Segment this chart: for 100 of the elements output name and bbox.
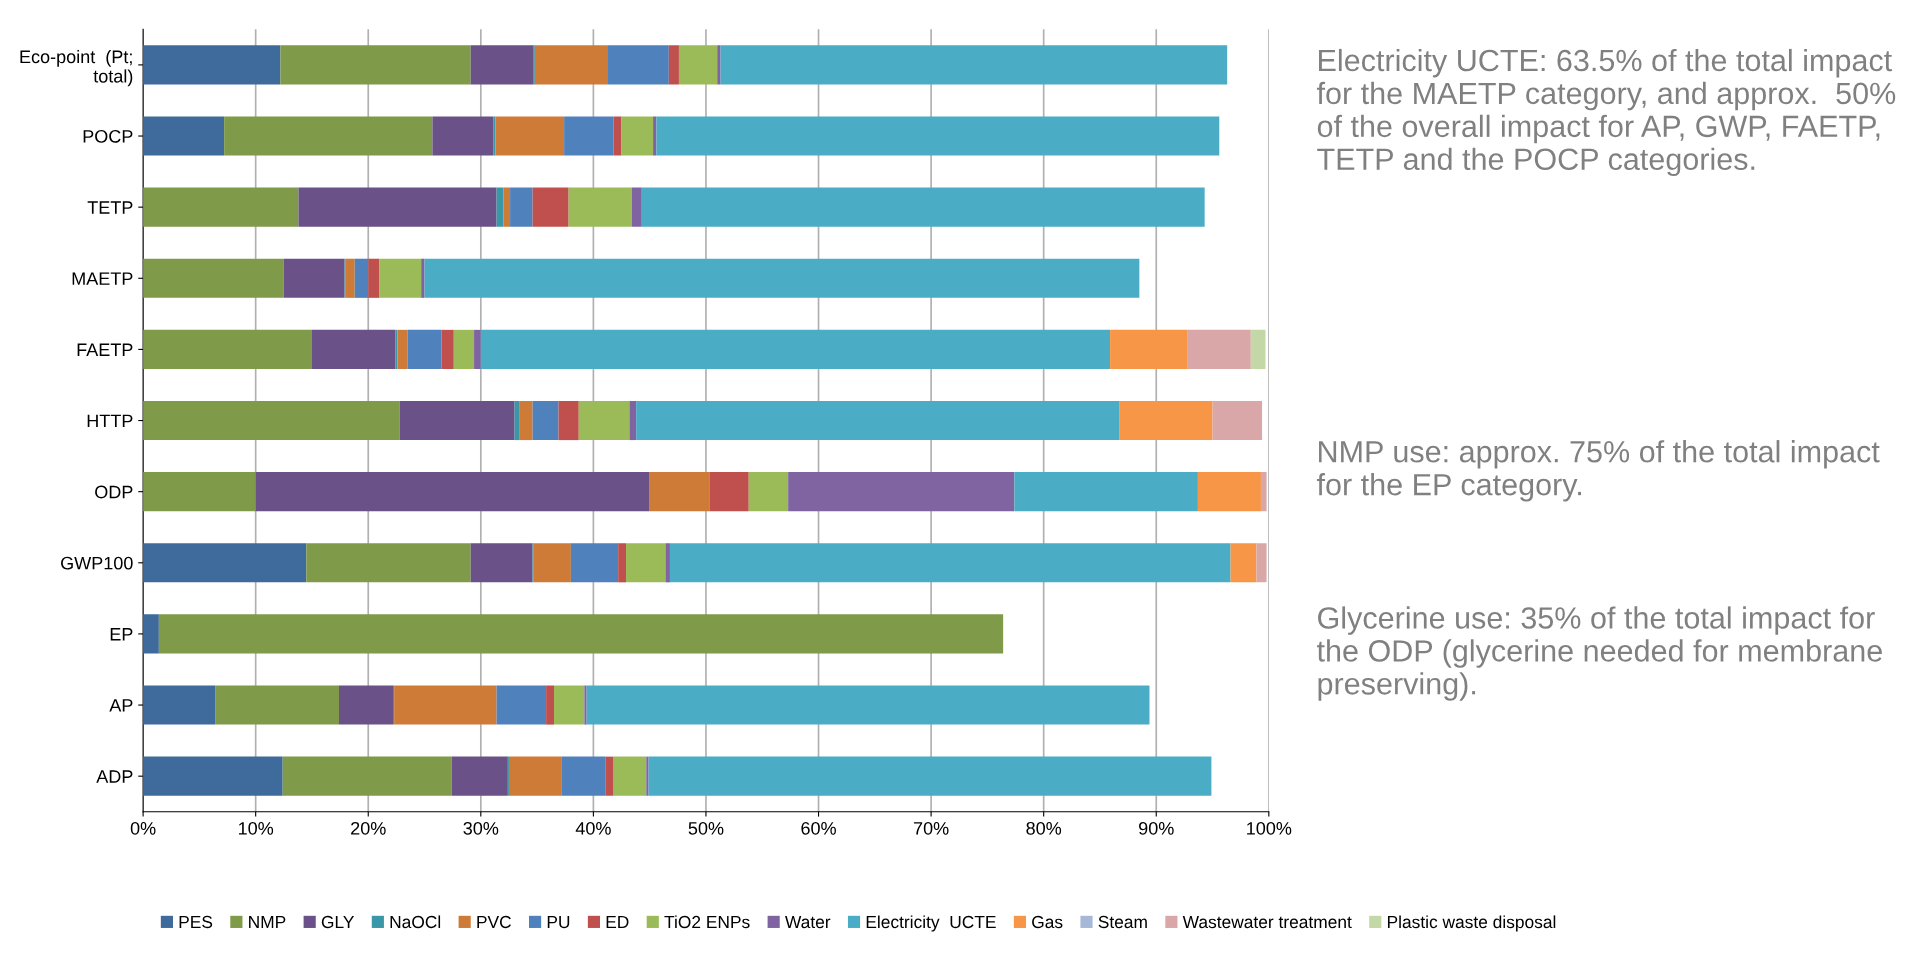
- y-tick-label: EP: [110, 628, 133, 641]
- bar: [656, 116, 1220, 156]
- legend-label: Steam: [1098, 915, 1147, 929]
- bar: [421, 258, 425, 298]
- bar: [629, 400, 637, 441]
- bar: [519, 400, 533, 441]
- y-tick-label: GWP100: [61, 556, 133, 570]
- bar: [496, 685, 547, 725]
- bar: [584, 685, 587, 725]
- text: Electricity UCTE: 63.5% of the total impact for the MAETP category, and approx. 50% of the overall impact for AP, GWP, FAETP, TETP and the POCP categories.: [1316, 48, 1896, 177]
- bar: [397, 329, 408, 369]
- y-tick-label: POCP: [83, 129, 133, 143]
- bar: [646, 756, 649, 796]
- bar: [399, 400, 515, 441]
- bar: [143, 45, 281, 85]
- bar: [395, 329, 398, 369]
- bar: [1119, 400, 1213, 441]
- bar: [354, 258, 369, 298]
- bar: [636, 400, 1120, 441]
- bar: [618, 543, 627, 583]
- x-tick-label: 100%: [1247, 821, 1292, 835]
- x-tick-label: 40%: [575, 821, 611, 835]
- bar: [368, 258, 380, 298]
- bar: [553, 685, 585, 725]
- bar: [143, 685, 216, 725]
- y-tick-label: ODP: [95, 485, 133, 499]
- bar: [143, 614, 159, 654]
- bar: [788, 472, 1015, 512]
- bar: [311, 329, 396, 369]
- bar: [1014, 472, 1198, 512]
- y-tick-label: MAETP: [72, 272, 133, 285]
- bar: [1256, 543, 1267, 583]
- bar: [669, 543, 1231, 583]
- bar: [508, 756, 562, 796]
- bar: [470, 45, 534, 85]
- bar: [1197, 472, 1261, 512]
- bar: [568, 187, 632, 227]
- bar: [1187, 329, 1251, 369]
- bar: [338, 685, 394, 725]
- bar: [558, 400, 579, 441]
- legend-label: Wastewater treatment: [1182, 916, 1352, 929]
- bar: [394, 685, 497, 725]
- bar: [453, 329, 475, 369]
- bar: [1212, 400, 1263, 441]
- bar: [621, 116, 654, 156]
- legend-label: Gas: [1032, 915, 1063, 929]
- bar: [1110, 329, 1188, 369]
- legend-label: NMP: [249, 916, 286, 928]
- legend-label: GLY: [321, 915, 355, 929]
- bar: [143, 329, 312, 369]
- y-tick-label: HTTP: [87, 414, 133, 428]
- bar: [282, 756, 452, 796]
- bar: [668, 45, 679, 85]
- bar: [495, 116, 565, 156]
- bar: [720, 45, 1228, 85]
- bar: [534, 45, 609, 85]
- bar: [441, 329, 454, 369]
- bar: [143, 187, 299, 227]
- bar: [561, 756, 606, 796]
- bar: [608, 45, 669, 85]
- bar: [717, 45, 721, 85]
- bar: [451, 756, 508, 796]
- bar: [143, 258, 284, 298]
- y-tick-label: ADP: [96, 770, 133, 783]
- bar: [748, 472, 789, 512]
- bar: [143, 756, 283, 796]
- x-tick-label: 80%: [1026, 821, 1062, 835]
- bar: [605, 756, 614, 796]
- legend-label: PU: [547, 916, 570, 929]
- bar: [280, 45, 471, 85]
- legend-label: TiO2 ENPs: [664, 915, 750, 929]
- bar: [215, 685, 339, 725]
- text: NMP use: approx. 75% of the total impact for the EP category.: [1316, 440, 1880, 502]
- bar: [586, 685, 1150, 725]
- bar: [626, 543, 666, 583]
- bar: [709, 472, 749, 512]
- x-tick-label: 50%: [688, 821, 724, 835]
- bar: [424, 258, 1140, 298]
- legend-label: Plastic waste disposal: [1387, 915, 1556, 932]
- legend-label: Electricity UCTE: [866, 915, 996, 932]
- bar: [532, 187, 569, 227]
- bar: [224, 116, 433, 156]
- bar: [379, 258, 422, 298]
- bar: [283, 258, 345, 298]
- bar: [613, 756, 647, 796]
- y-tick-label: Eco-point (Pt; total): [20, 49, 133, 87]
- x-tick-label: 60%: [801, 821, 836, 835]
- bar: [564, 116, 614, 156]
- text: Glycerine use: 35% of the total impact for the ODP (glycerine needed for membrane preserving).: [1316, 606, 1882, 701]
- bar: [641, 187, 1205, 227]
- bar: [570, 543, 619, 583]
- x-tick-label: 90%: [1139, 821, 1174, 835]
- bar: [665, 543, 670, 583]
- bar: [503, 187, 511, 227]
- bar: [1260, 472, 1267, 512]
- bar: [255, 472, 650, 512]
- bar: [649, 472, 710, 512]
- x-tick-label: 10%: [238, 821, 274, 835]
- bar: [613, 116, 622, 156]
- bar: [648, 756, 1212, 796]
